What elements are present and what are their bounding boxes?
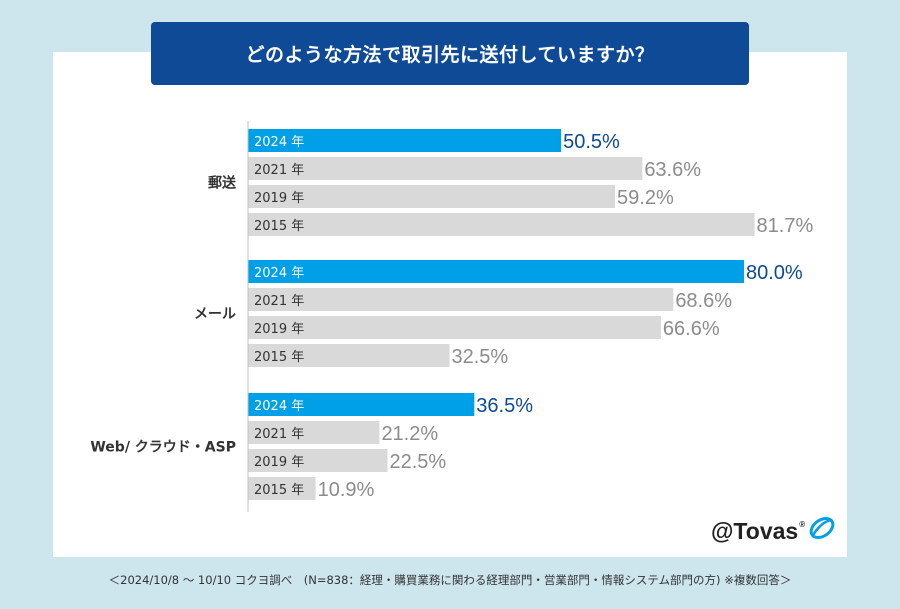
bar-value-label: 80.0%: [746, 262, 803, 284]
bar-value-label: 50.5%: [563, 131, 620, 153]
bar: [248, 157, 643, 180]
group-label: Web/ クラウド・ASP: [90, 440, 236, 456]
bar-value-label: 21.2%: [381, 423, 438, 445]
logo-text: @Tovas: [711, 517, 799, 544]
bar-value-label: 22.5%: [390, 451, 447, 473]
tovas-swirl-icon: [807, 515, 837, 547]
bar-year-label: 2024 年: [254, 135, 304, 150]
bar-year-label: 2021 年: [254, 427, 304, 442]
logo-registered-mark: ®: [799, 520, 806, 529]
group-label: メール: [194, 307, 236, 323]
chart-title: どのような方法で取引先に送付していますか？: [151, 22, 749, 85]
bar-year-label: 2015 年: [254, 219, 304, 234]
bar-value-label: 32.5%: [452, 346, 509, 368]
bar-year-label: 2021 年: [254, 163, 304, 178]
bar: [248, 288, 674, 311]
bar: [248, 213, 755, 236]
bar: [248, 421, 380, 444]
bar-value-label: 36.5%: [476, 395, 533, 417]
bar-value-label: 68.6%: [675, 290, 732, 312]
bar-year-label: 2021 年: [254, 294, 304, 309]
bar: [248, 185, 616, 208]
bar-value-label: 63.6%: [644, 159, 701, 181]
bar: [248, 477, 316, 500]
bar-year-label: 2015 年: [254, 350, 304, 365]
bar-year-label: 2019 年: [254, 191, 304, 206]
survey-footnote: ＜2024/10/8 ～ 10/10 コクヨ調べ (N=838：経理・購買業務に…: [108, 573, 792, 587]
bar-year-label: 2024 年: [254, 399, 304, 414]
bar-value-label: 81.7%: [757, 215, 814, 237]
bar-year-label: 2015 年: [254, 483, 304, 498]
bar-year-label: 2019 年: [254, 455, 304, 470]
bar: [248, 344, 450, 367]
group-label: 郵送: [208, 175, 237, 192]
bar-year-label: 2024 年: [254, 266, 304, 281]
bar-year-label: 2019 年: [254, 322, 304, 337]
bar-value-label: 10.9%: [318, 479, 375, 501]
bar: [248, 129, 562, 152]
bar-value-label: 66.6%: [663, 318, 720, 340]
bar-value-label: 59.2%: [617, 187, 674, 209]
bar: [248, 316, 661, 339]
bar: [248, 393, 475, 416]
tovas-logo: @Tovas ®: [711, 515, 837, 547]
bar: [248, 449, 388, 472]
bar: [248, 260, 744, 283]
